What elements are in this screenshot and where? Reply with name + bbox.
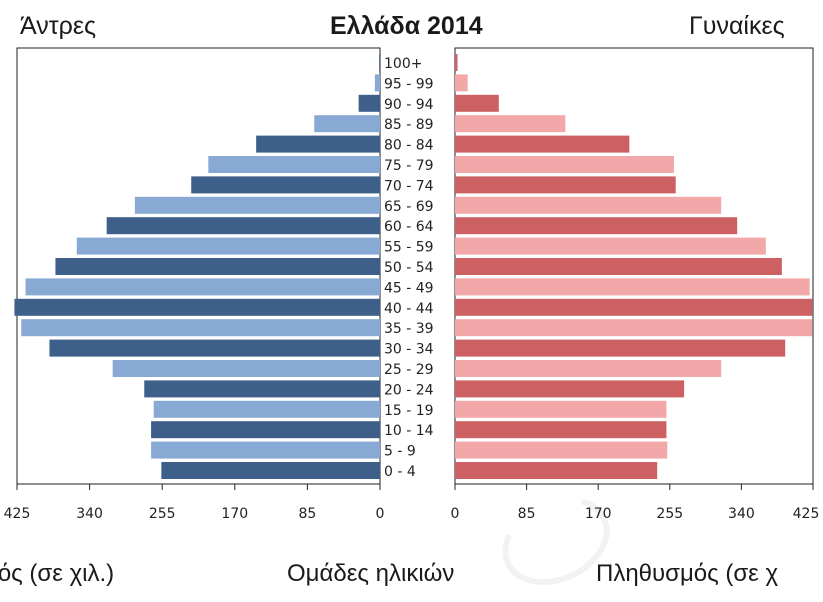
men-bar <box>151 421 380 439</box>
men-axis-tick-label: 85 <box>298 506 316 522</box>
age-group-label: 75 - 79 <box>384 158 434 174</box>
men-bar <box>112 360 380 377</box>
age-groups-label: Ομάδες ηλικιών <box>287 560 455 587</box>
age-group-label: 5 - 9 <box>384 444 416 460</box>
men-bar <box>14 298 380 316</box>
women-bar <box>455 156 675 173</box>
men-bar <box>379 54 380 71</box>
left-axis-label: μός (σε χιλ.) <box>0 560 115 587</box>
women-axis-tick-label: 340 <box>728 506 755 522</box>
women-bar <box>455 462 658 479</box>
women-bar <box>455 217 738 235</box>
chart-title: Ελλάδα 2014 <box>330 12 483 40</box>
women-bar <box>455 441 668 459</box>
women-bar <box>455 94 499 112</box>
men-bar <box>144 380 380 398</box>
women-bar <box>455 135 630 153</box>
men-bar <box>191 176 380 194</box>
age-group-label: 35 - 39 <box>384 321 434 337</box>
age-group-label: 60 - 64 <box>384 219 434 235</box>
men-axis-tick-label: 0 <box>376 506 385 522</box>
age-group-label: 55 - 59 <box>384 240 434 256</box>
women-bar <box>455 380 685 398</box>
age-group-label: 85 - 89 <box>384 117 434 133</box>
men-axis-tick-label: 425 <box>4 506 31 522</box>
age-group-label: 40 - 44 <box>384 301 434 317</box>
men-bar <box>55 258 380 275</box>
age-group-label: 30 - 34 <box>384 342 434 358</box>
women-axis-tick-label: 0 <box>451 506 460 522</box>
age-group-label: 70 - 74 <box>384 178 434 194</box>
age-group-label: 100+ <box>384 56 422 72</box>
women-bar <box>455 319 813 337</box>
men-bar <box>49 339 380 357</box>
age-group-label: 20 - 24 <box>384 382 434 398</box>
women-bar <box>455 196 722 214</box>
women-bar <box>455 400 667 418</box>
age-group-label: 65 - 69 <box>384 199 434 215</box>
men-bar <box>256 135 380 153</box>
women-bar <box>455 278 810 296</box>
women-bar <box>455 54 458 71</box>
men-bar <box>314 115 380 133</box>
men-axis-tick-label: 170 <box>221 506 248 522</box>
age-group-label: 80 - 84 <box>384 138 434 154</box>
women-axis-tick-label: 85 <box>518 506 536 522</box>
men-bar <box>358 94 380 112</box>
women-bar <box>455 360 722 377</box>
age-group-label: 0 - 4 <box>384 464 416 480</box>
women-bar <box>455 339 786 357</box>
men-bar <box>151 441 380 459</box>
men-axis-tick-label: 255 <box>149 506 176 522</box>
women-bar <box>455 74 468 92</box>
women-axis-tick-label: 425 <box>793 506 820 522</box>
women-bar <box>455 176 676 194</box>
age-group-label: 25 - 29 <box>384 362 434 378</box>
men-axis-tick-label: 340 <box>76 506 103 522</box>
women-bar <box>455 237 766 255</box>
age-group-label: 45 - 49 <box>384 280 434 296</box>
women-bar <box>455 298 813 316</box>
age-group-label: 90 - 94 <box>384 97 434 113</box>
women-bar <box>455 421 667 439</box>
age-group-label: 50 - 54 <box>384 260 434 276</box>
age-group-label: 10 - 14 <box>384 423 434 439</box>
women-label: Γυναίκες <box>689 12 785 40</box>
age-group-label: 95 - 99 <box>384 76 434 92</box>
women-axis-tick-label: 170 <box>585 506 612 522</box>
women-bar <box>455 258 782 275</box>
men-bar <box>134 196 380 214</box>
right-axis-label: Πληθυσμός (σε χ <box>596 560 779 587</box>
men-bar <box>153 400 380 418</box>
men-bar <box>208 156 380 173</box>
men-bar <box>374 74 380 92</box>
men-bar <box>76 237 380 255</box>
age-group-label: 15 - 19 <box>384 403 434 419</box>
men-bar <box>21 319 380 337</box>
men-bar <box>106 217 381 235</box>
men-bar <box>161 462 380 479</box>
men-bar <box>25 278 381 296</box>
men-label: Άντρες <box>20 12 97 40</box>
women-axis-tick-label: 255 <box>656 506 683 522</box>
women-bar <box>455 115 566 133</box>
